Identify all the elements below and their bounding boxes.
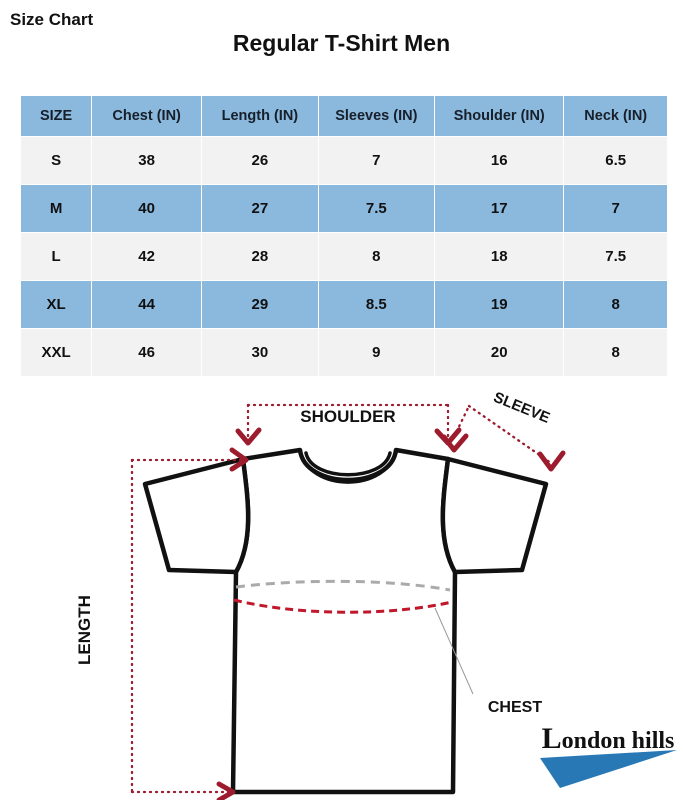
- svg-text:SHOULDER: SHOULDER: [300, 407, 395, 426]
- svg-text:CHEST: CHEST: [488, 699, 542, 716]
- svg-text:LENGTH: LENGTH: [75, 595, 94, 665]
- svg-text:London hills: London hills: [542, 722, 675, 755]
- svg-text:SLEEVE: SLEEVE: [491, 390, 552, 427]
